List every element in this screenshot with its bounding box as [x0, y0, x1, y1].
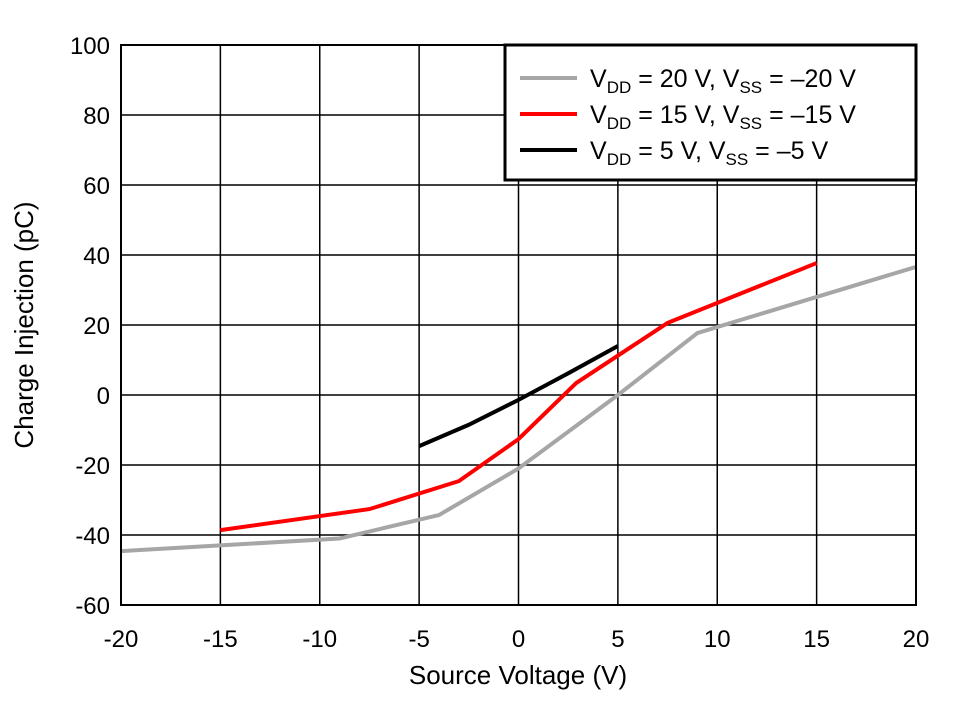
x-tick-label: 15 [803, 626, 830, 653]
y-tick-label: -20 [75, 453, 110, 480]
y-tick-label: 20 [83, 313, 110, 340]
x-axis-label: Source Voltage (V) [409, 660, 627, 690]
legend-entry: VDD = 15 V, VSS = –15 V [590, 101, 856, 133]
x-tick-label: -10 [302, 626, 337, 653]
series-line-2 [418, 344, 619, 448]
y-tick-label: -40 [75, 523, 110, 550]
x-tick-label: -15 [203, 626, 238, 653]
y-axis-label: Charge Injection (pC) [9, 201, 39, 448]
legend-entry: VDD = 5 V, VSS = –5 V [590, 137, 828, 169]
y-tick-label: 40 [83, 243, 110, 270]
y-tick-labels: -60 -40 -20 0 20 40 60 80 100 [70, 33, 110, 620]
legend-entry: VDD = 20 V, VSS = –20 V [590, 65, 856, 97]
y-tick-label: 0 [97, 383, 110, 410]
legend: VDD = 20 V, VSS = –20 V VDD = 15 V, VSS =… [503, 43, 918, 182]
x-tick-label: 20 [903, 626, 930, 653]
x-tick-label: -5 [408, 626, 429, 653]
y-tick-label: 60 [83, 173, 110, 200]
x-tick-label: 0 [512, 626, 525, 653]
series-line-1 [220, 261, 818, 533]
series-line-0 [120, 264, 917, 554]
y-tick-label: -60 [75, 593, 110, 620]
y-tick-label: 80 [83, 103, 110, 130]
y-tick-label: 100 [70, 33, 110, 60]
x-tick-label: 5 [611, 626, 624, 653]
x-tick-label: 10 [704, 626, 731, 653]
x-tick-label: -20 [104, 626, 139, 653]
x-tick-labels: -20 -15 -10 -5 0 5 10 15 20 [104, 626, 930, 653]
series-lines [120, 261, 917, 554]
